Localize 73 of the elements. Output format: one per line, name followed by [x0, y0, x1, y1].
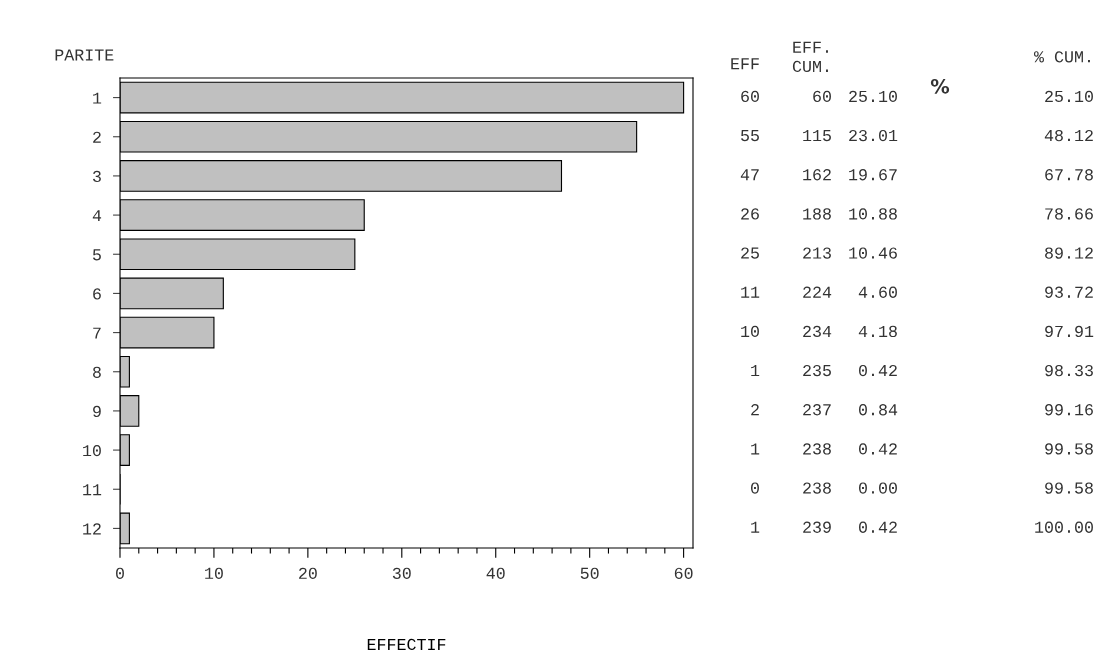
- text: 78.66: [1045, 208, 1093, 220]
- y-tick-label: 11: [83, 484, 102, 496]
- data-label: 1: [751, 443, 760, 455]
- x-tick-label: 40: [486, 567, 505, 579]
- text: 98.33: [1045, 364, 1093, 377]
- y-tick-label: 9: [93, 405, 101, 418]
- text: 0.42: [859, 521, 897, 533]
- text: 0.84: [859, 404, 898, 416]
- text: 0.42: [859, 443, 897, 455]
- text: 237: [803, 404, 831, 416]
- data-label: 47: [740, 169, 759, 181]
- text: 0.42: [859, 364, 897, 377]
- text: 99.16: [1045, 404, 1093, 416]
- text: EFF. CUM.: [792, 41, 828, 73]
- text: 97.91: [1045, 325, 1094, 338]
- text: %: [930, 78, 950, 94]
- data-label: 25: [741, 247, 759, 259]
- text: 4.18: [858, 325, 897, 338]
- data-label: 60: [741, 90, 759, 103]
- text: 89.12: [1045, 247, 1093, 259]
- text: 238: [803, 443, 831, 455]
- y-tick-label: 4: [92, 210, 102, 222]
- x-tick-label: 50: [580, 567, 599, 579]
- x-tick-label: 10: [205, 567, 223, 579]
- text: 19.67: [849, 169, 897, 181]
- y-tick-label: 3: [92, 170, 101, 183]
- text: 4.60: [858, 286, 897, 298]
- text: 25.10: [1045, 90, 1093, 103]
- data-label: 11: [741, 286, 760, 298]
- y-tick-label: 10: [83, 444, 101, 457]
- text: 99.58: [1045, 443, 1093, 455]
- y-tick-label: 1: [93, 92, 102, 104]
- text: 238: [803, 482, 831, 494]
- x-tick-label: 20: [299, 567, 317, 579]
- text: EFF: [731, 58, 759, 70]
- data-label: 1: [751, 365, 760, 377]
- data-label: 0: [751, 482, 759, 494]
- data-label: 1: [751, 521, 760, 533]
- text: 67.78: [1045, 169, 1093, 181]
- text: 234: [803, 325, 832, 338]
- data-label: 26: [741, 208, 759, 220]
- text: 239: [803, 521, 831, 533]
- y-axis-title: PARITE: [55, 49, 114, 61]
- x-tick-label: 30: [392, 567, 411, 579]
- y-tick-label: 7: [93, 327, 101, 339]
- text: 235: [803, 364, 831, 377]
- x-tick-label: 0: [116, 567, 124, 579]
- text: 60: [813, 90, 831, 103]
- text: 99.58: [1045, 482, 1093, 494]
- text: 10.46: [849, 247, 897, 259]
- text: 188: [803, 208, 831, 220]
- text: % CUM.: [1033, 51, 1090, 63]
- text: 224: [803, 286, 832, 298]
- text: 10.88: [849, 208, 897, 220]
- text: 23.01: [849, 129, 898, 142]
- text: 25.10: [849, 90, 897, 103]
- text: 162: [803, 169, 831, 181]
- y-tick-label: 12: [83, 523, 101, 535]
- x-axis-title: EFFECTIF: [367, 638, 446, 651]
- data-label: 10: [741, 325, 759, 338]
- data-label: 2: [751, 404, 759, 416]
- y-tick-label: 2: [93, 131, 101, 143]
- text: 115: [803, 130, 831, 142]
- y-tick-label: 5: [92, 249, 101, 261]
- text: 0.00: [859, 482, 897, 494]
- data-label: 55: [741, 130, 759, 142]
- y-tick-label: 6: [93, 288, 101, 300]
- x-tick-label: 60: [674, 567, 693, 579]
- text: 48.12: [1044, 129, 1093, 142]
- y-tick-label: 8: [93, 366, 101, 378]
- text: 93.72: [1045, 286, 1093, 298]
- text: 213: [803, 247, 831, 259]
- text: 100.00: [1035, 521, 1093, 533]
